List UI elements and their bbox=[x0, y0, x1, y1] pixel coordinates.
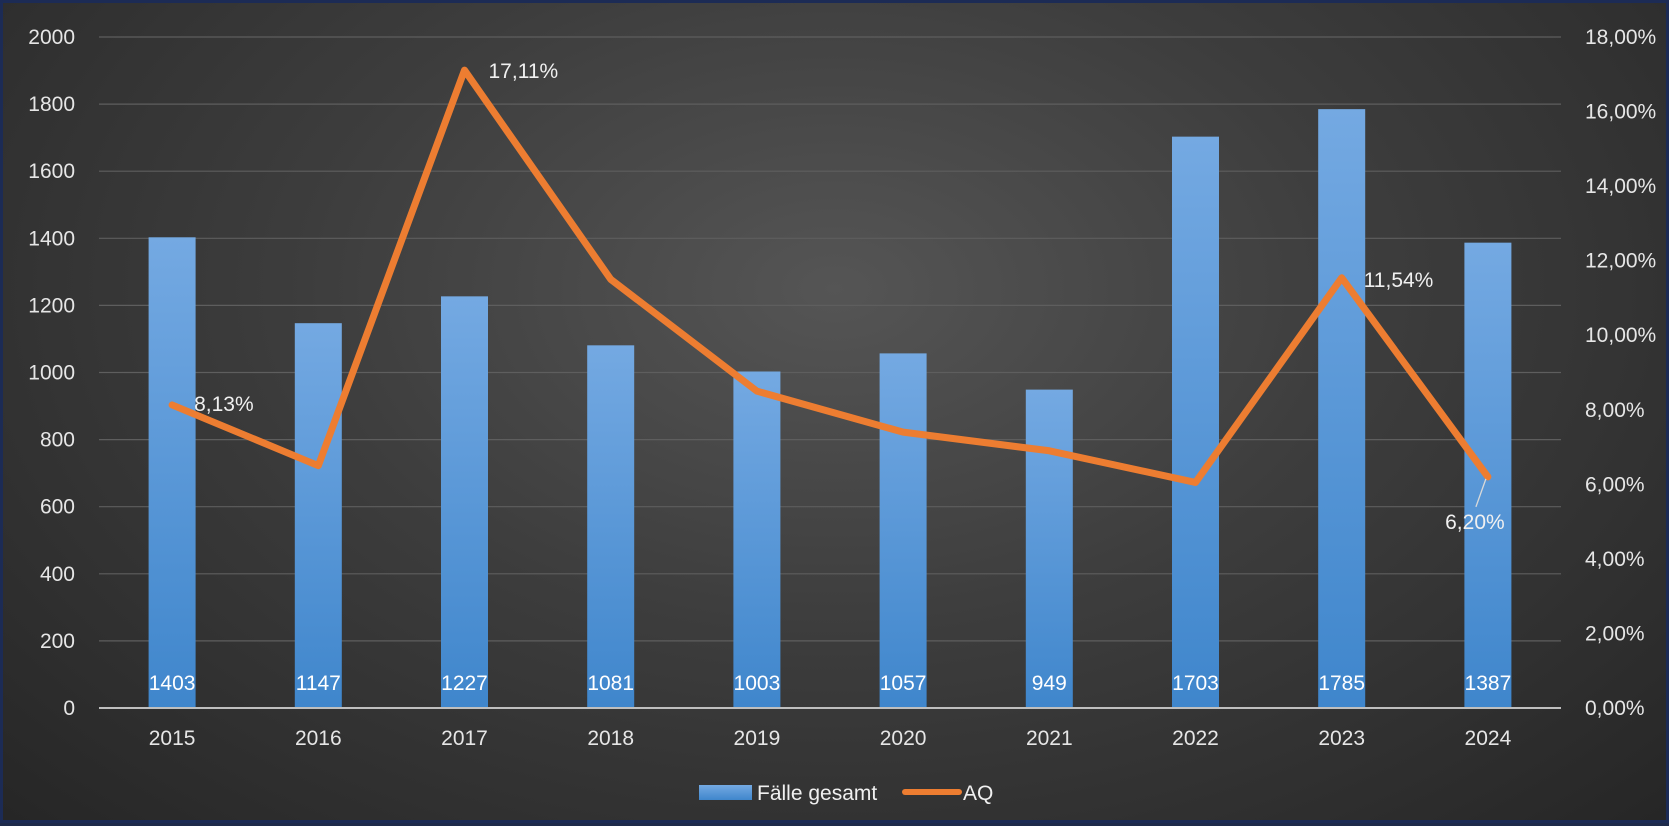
left-tick-label: 1600 bbox=[28, 160, 75, 183]
bar-data-label: 1057 bbox=[880, 672, 927, 695]
x-tick-label: 2018 bbox=[587, 727, 634, 750]
left-tick-label: 800 bbox=[40, 429, 75, 452]
legend-swatch-bar bbox=[699, 785, 752, 800]
line-data-label: 11,54% bbox=[1364, 269, 1434, 292]
line-data-label: 6,20% bbox=[1445, 511, 1505, 534]
legend-label-line: AQ bbox=[963, 782, 993, 805]
x-tick-label: 2024 bbox=[1465, 727, 1512, 750]
x-tick-label: 2022 bbox=[1172, 727, 1219, 750]
line-series: 8,13% 17,11% 11,54% 6,20% bbox=[168, 60, 1505, 534]
line-data-label: 17,11% bbox=[489, 60, 559, 83]
bar bbox=[1318, 109, 1366, 708]
left-tick-label: 1000 bbox=[28, 362, 75, 385]
left-y-axis: 0 200 400 600 800 1000 1200 1400 1600 1800 2000 bbox=[28, 26, 75, 720]
bar-series: 1403 1147 1227 1081 1003 1057 949 1703 1785 1387 bbox=[148, 109, 1512, 708]
bar-data-label: 1003 bbox=[734, 672, 781, 695]
left-tick-label: 2000 bbox=[28, 26, 75, 49]
bar bbox=[733, 371, 781, 708]
bar bbox=[441, 296, 488, 708]
bar bbox=[148, 237, 196, 708]
x-tick-label: 2017 bbox=[441, 727, 488, 750]
bar-data-label: 1403 bbox=[149, 672, 196, 695]
x-tick-label: 2019 bbox=[734, 727, 781, 750]
left-tick-label: 600 bbox=[40, 496, 75, 519]
bar bbox=[294, 323, 342, 708]
right-tick-label: 4,00% bbox=[1585, 548, 1645, 571]
right-tick-label: 16,00% bbox=[1585, 101, 1656, 124]
data-label-leader bbox=[1475, 478, 1487, 508]
right-tick-label: 8,00% bbox=[1585, 399, 1645, 422]
x-tick-label: 2015 bbox=[149, 727, 196, 750]
right-tick-label: 12,00% bbox=[1585, 250, 1656, 273]
left-tick-label: 1200 bbox=[28, 294, 75, 317]
x-tick-label: 2021 bbox=[1026, 727, 1073, 750]
x-tick-label: 2020 bbox=[880, 727, 927, 750]
gridlines bbox=[99, 36, 1561, 642]
line-data-label: 8,13% bbox=[194, 393, 254, 416]
left-tick-label: 400 bbox=[40, 563, 75, 586]
left-tick-label: 200 bbox=[40, 630, 75, 653]
bar-data-label: 1387 bbox=[1465, 672, 1512, 695]
x-tick-label: 2023 bbox=[1318, 727, 1365, 750]
right-y-axis: 0,00% 2,00% 4,00% 6,00% 8,00% 10,00% 12,00% 14,… bbox=[1585, 26, 1656, 720]
bar bbox=[879, 353, 927, 708]
bar bbox=[1025, 389, 1073, 708]
legend: Fälle gesamt AQ bbox=[699, 782, 993, 805]
right-tick-label: 0,00% bbox=[1585, 697, 1645, 720]
x-tick-label: 2016 bbox=[295, 727, 342, 750]
bar-data-label: 1147 bbox=[296, 672, 341, 695]
right-tick-label: 10,00% bbox=[1585, 324, 1656, 347]
right-tick-label: 6,00% bbox=[1585, 473, 1645, 496]
right-tick-label: 18,00% bbox=[1585, 26, 1656, 49]
bar-data-label: 1227 bbox=[441, 672, 488, 695]
left-tick-label: 1400 bbox=[28, 227, 75, 250]
bar-data-label: 1081 bbox=[587, 672, 634, 695]
x-axis: 2015 2016 2017 2018 2019 2020 2021 2022 2023 2024 bbox=[99, 707, 1561, 750]
right-tick-label: 14,00% bbox=[1585, 175, 1656, 198]
left-tick-label: 1800 bbox=[28, 93, 75, 116]
bar bbox=[1172, 136, 1219, 708]
combo-chart: 0 200 400 600 800 1000 1200 1400 1600 1800 2000 0,… bbox=[28, 26, 1656, 805]
left-tick-label: 0 bbox=[63, 697, 75, 720]
bar-data-label: 1703 bbox=[1172, 672, 1219, 695]
right-tick-label: 2,00% bbox=[1585, 622, 1645, 645]
legend-label-bars: Fälle gesamt bbox=[757, 782, 877, 805]
aq-line bbox=[168, 66, 1492, 486]
bar-data-label: 949 bbox=[1032, 672, 1067, 695]
bar bbox=[587, 345, 635, 708]
bar-data-label: 1785 bbox=[1318, 672, 1365, 695]
